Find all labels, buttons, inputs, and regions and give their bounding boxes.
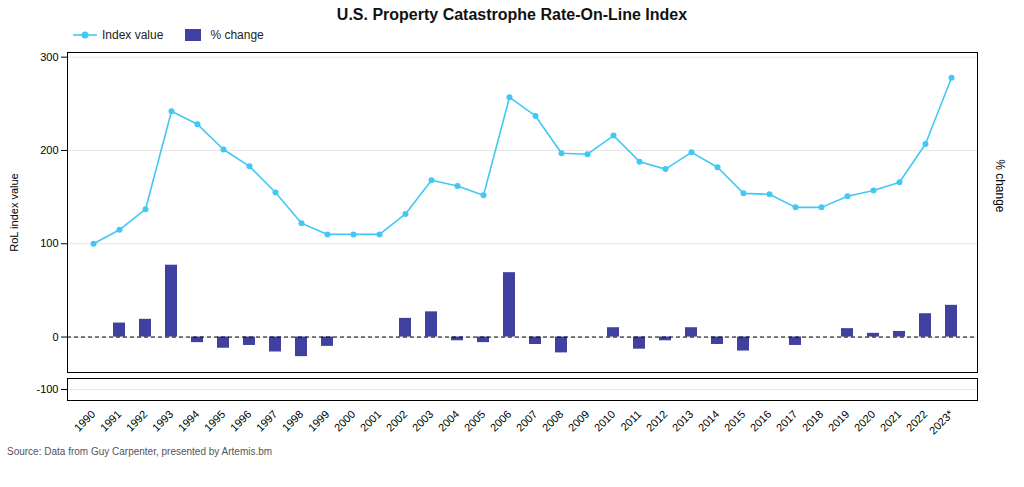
html-text:Source: Data from Guy Carpente: Source: Data from Guy Carpenter, present… [7,446,273,457]
svg-text:2003: 2003 [410,408,436,434]
svg-text:2014: 2014 [696,408,722,434]
svg-text:2009: 2009 [566,408,592,434]
svg-text:2016: 2016 [748,408,774,434]
svg-text:300: 300 [40,51,58,63]
svg-text:2011: 2011 [618,408,643,433]
svg-text:2002: 2002 [384,408,410,434]
svg-text:2013: 2013 [670,408,696,434]
svg-text:2010: 2010 [592,408,618,434]
svg-text:2020: 2020 [852,408,878,434]
svg-text:2023*: 2023* [927,407,956,436]
svg-text:200: 200 [40,144,58,156]
svg-text:2007: 2007 [514,408,540,434]
svg-text:1997: 1997 [254,408,280,434]
html-text:U.S. Property Catastrophe Rate: U.S. Property Catastrophe Rate-On-Line I… [336,6,688,23]
svg-text:2018: 2018 [800,408,826,434]
svg-text:2022: 2022 [904,408,930,434]
svg-text:% change: % change [993,159,1007,213]
svg-text:2021: 2021 [878,408,904,434]
svg-text:2017: 2017 [774,408,800,434]
svg-text:1991: 1991 [98,408,124,434]
svg-text:1992: 1992 [124,408,150,434]
svg-text:2006: 2006 [488,408,514,434]
svg-text:2015: 2015 [722,408,748,434]
svg-text:2001: 2001 [358,408,384,434]
svg-text:2008: 2008 [540,408,566,434]
svg-text:1993: 1993 [150,408,176,434]
svg-text:1994: 1994 [176,408,202,434]
html-text:% change: % change [210,28,264,42]
svg-text:2000: 2000 [332,408,358,434]
svg-text:1990: 1990 [72,408,98,434]
html-text:Index value: Index value [102,28,164,42]
svg-text:1995: 1995 [202,408,228,434]
svg-text:1999: 1999 [306,408,332,434]
svg-text:100: 100 [40,237,58,249]
svg-text:1996: 1996 [228,408,254,434]
svg-text:0: 0 [52,331,58,343]
svg-text:2019: 2019 [826,408,852,434]
svg-text:2012: 2012 [644,408,670,434]
svg-text:-100: -100 [36,383,58,395]
svg-text:2004: 2004 [436,408,462,434]
svg-text:1998: 1998 [280,408,306,434]
svg-text:2005: 2005 [462,408,488,434]
svg-text:RoL index value: RoL index value [8,173,20,251]
